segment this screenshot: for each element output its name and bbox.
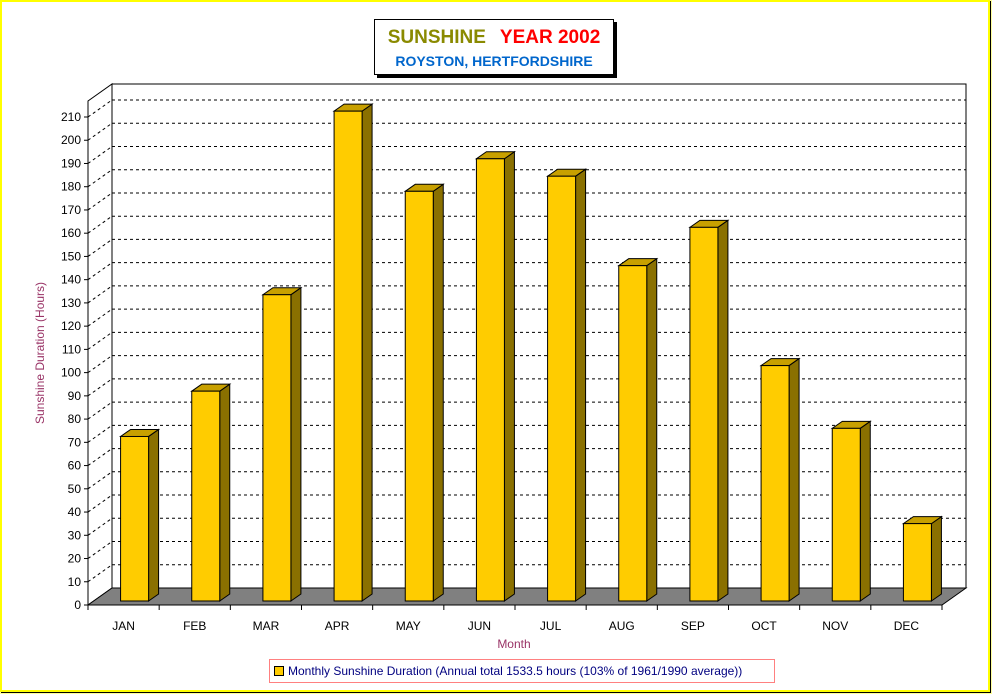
bar-side bbox=[646, 257, 658, 602]
gridline-depth bbox=[87, 192, 113, 211]
x-tick-label: MAY bbox=[396, 619, 421, 633]
y-tick-label: 30 bbox=[68, 528, 82, 542]
x-tick-label: APR bbox=[325, 619, 350, 633]
gridline-depth bbox=[87, 401, 113, 420]
y-tick-label: 120 bbox=[61, 319, 81, 333]
y-tick-label: 40 bbox=[68, 505, 82, 519]
gridline-depth bbox=[87, 541, 113, 559]
x-tick-label: FEB bbox=[183, 619, 206, 633]
y-tick-label: 180 bbox=[61, 180, 81, 194]
bar bbox=[831, 427, 861, 602]
y-tick-label: 100 bbox=[61, 366, 81, 380]
bar bbox=[191, 390, 221, 602]
y-tick-label: 60 bbox=[68, 459, 82, 473]
y-tick-label: 70 bbox=[68, 435, 82, 449]
y-tick-label: 160 bbox=[61, 226, 81, 240]
bar-side bbox=[788, 357, 800, 602]
y-tick-label: 200 bbox=[61, 133, 81, 147]
y-tick-label: 110 bbox=[62, 342, 81, 356]
gridline-depth bbox=[87, 262, 113, 281]
bar-side bbox=[148, 428, 160, 602]
gridline-depth bbox=[87, 564, 113, 583]
y-tick-label: 10 bbox=[68, 575, 82, 589]
bar-side bbox=[219, 383, 231, 602]
bar bbox=[333, 110, 363, 602]
bar bbox=[475, 158, 505, 602]
x-tick-label: JUL bbox=[540, 619, 562, 633]
x-tick-label: DEC bbox=[894, 619, 920, 633]
bar-side bbox=[432, 183, 444, 602]
y-tick-label: 0 bbox=[74, 598, 81, 612]
gridline-depth bbox=[87, 215, 113, 234]
back-wall bbox=[111, 83, 967, 589]
gridline-depth bbox=[87, 448, 113, 466]
gridline-depth bbox=[87, 169, 113, 188]
gridline-depth bbox=[87, 99, 113, 118]
x-tick-label: MAR bbox=[253, 619, 280, 633]
gridline-depth bbox=[87, 517, 113, 536]
gridline-depth bbox=[87, 471, 113, 490]
y-tick-label: 170 bbox=[61, 203, 81, 217]
gridline-depth bbox=[87, 146, 113, 164]
y-tick-label: 20 bbox=[68, 552, 82, 566]
x-tick-label: JUN bbox=[468, 619, 491, 633]
x-tick-label: SEP bbox=[681, 619, 705, 633]
bar bbox=[404, 190, 434, 602]
gridline-depth bbox=[87, 122, 113, 141]
y-tick-label: 150 bbox=[61, 249, 81, 263]
gridline-depth bbox=[87, 424, 113, 443]
x-tick-label: OCT bbox=[751, 619, 777, 633]
gridline-depth bbox=[87, 355, 113, 374]
bar-side bbox=[503, 150, 515, 602]
legend-swatch bbox=[274, 666, 284, 676]
bar bbox=[120, 435, 150, 602]
chart-title-year: YEAR 2002 bbox=[499, 27, 601, 48]
chart-subtitle: ROYSTON, HERTFORDSHIRE bbox=[395, 53, 593, 69]
chart-title: SUNSHINE bbox=[387, 27, 486, 48]
y-tick-label: 50 bbox=[68, 482, 82, 496]
gridline-depth bbox=[87, 308, 113, 327]
gridline-depth bbox=[87, 378, 113, 397]
x-axis-title: Month bbox=[497, 637, 530, 651]
bar-side bbox=[930, 515, 942, 602]
bar-side bbox=[717, 219, 729, 602]
gridline-depth bbox=[87, 331, 113, 350]
bar-side bbox=[859, 420, 871, 602]
bar-side bbox=[361, 103, 373, 602]
x-tick-label: AUG bbox=[609, 619, 635, 633]
legend: Monthly Sunshine Duration (Annual total … bbox=[269, 659, 775, 683]
bar-side bbox=[575, 168, 587, 602]
title-box: SUNSHINE YEAR 2002 ROYSTON, HERTFORDSHIRE bbox=[374, 19, 614, 75]
gridline-depth bbox=[87, 285, 113, 304]
y-tick-label: 210 bbox=[61, 110, 81, 124]
gridline-depth bbox=[87, 239, 113, 257]
x-tick-label: JAN bbox=[112, 619, 135, 633]
y-tick-label: 80 bbox=[68, 412, 82, 426]
bar bbox=[689, 226, 719, 602]
y-tick-label: 90 bbox=[68, 389, 82, 403]
x-tick-label: NOV bbox=[822, 619, 848, 633]
bar bbox=[760, 365, 790, 602]
legend-label: Monthly Sunshine Duration (Annual total … bbox=[288, 664, 743, 678]
bar bbox=[902, 523, 932, 602]
bar-side bbox=[290, 286, 302, 602]
y-tick-label: 140 bbox=[61, 273, 81, 287]
bar bbox=[618, 265, 648, 602]
y-tick-label: 190 bbox=[61, 156, 81, 170]
bar bbox=[262, 294, 292, 602]
y-axis-title: Sunshine Duration (Hours) bbox=[33, 282, 47, 424]
gridline-depth bbox=[87, 494, 113, 513]
bar bbox=[547, 175, 577, 602]
y-tick-label: 130 bbox=[61, 296, 81, 310]
